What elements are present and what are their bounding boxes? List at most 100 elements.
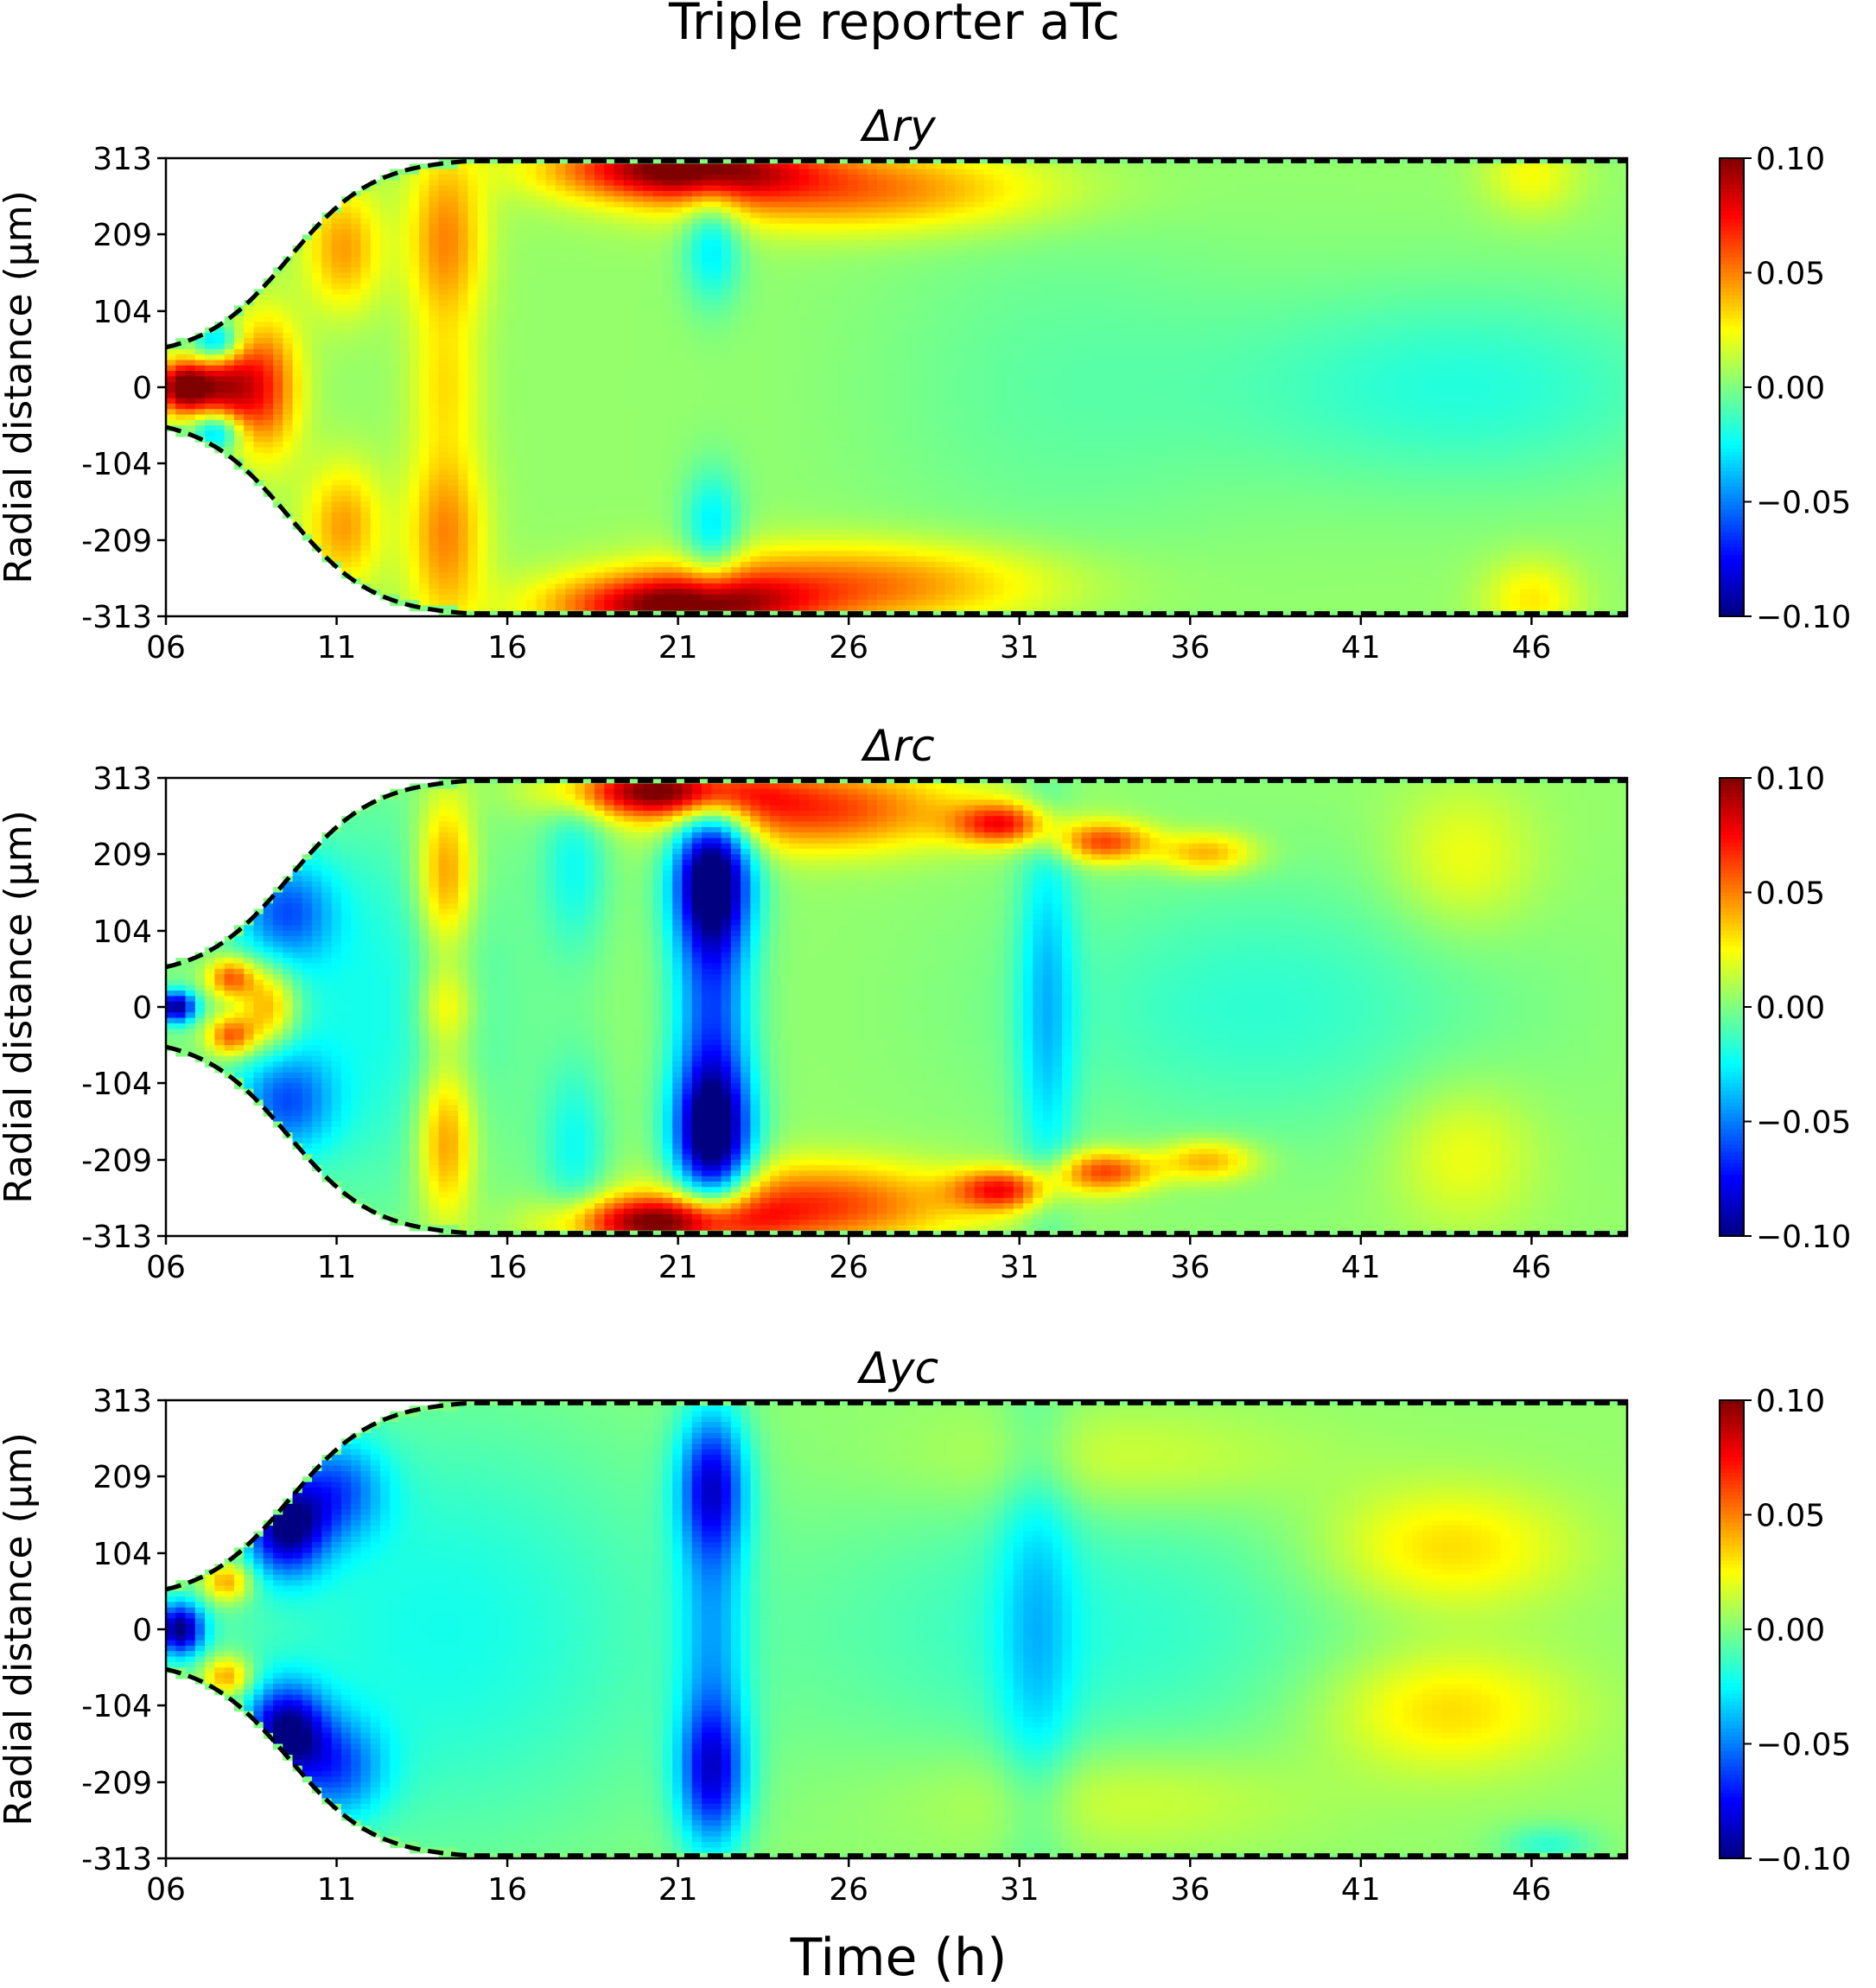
- heatmap-cell: [429, 180, 440, 187]
- heatmap-cell: [584, 414, 595, 421]
- heatmap-cell: [760, 376, 771, 383]
- heatmap-cell: [769, 452, 780, 459]
- heatmap-cell: [614, 556, 625, 563]
- heatmap-cell: [652, 267, 664, 274]
- heatmap-cell: [351, 452, 362, 459]
- heatmap-cell: [390, 474, 401, 481]
- heatmap-cell: [429, 436, 440, 443]
- heatmap-cell: [536, 305, 547, 312]
- heatmap-cell: [672, 348, 684, 355]
- heatmap-cell: [711, 600, 722, 607]
- heatmap-cell: [438, 315, 449, 322]
- heatmap-cell: [458, 572, 469, 579]
- heatmap-cell: [399, 223, 410, 230]
- heatmap-cell: [682, 365, 693, 372]
- heatmap-cell: [789, 190, 800, 197]
- heatmap-cell: [809, 403, 820, 410]
- heatmap-cell: [575, 594, 586, 601]
- heatmap-cell: [390, 589, 401, 596]
- heatmap-cell: [798, 577, 810, 584]
- heatmap-cell: [741, 305, 752, 312]
- heatmap-cell: [390, 267, 401, 274]
- heatmap-cell: [760, 190, 771, 197]
- heatmap-cell: [662, 398, 673, 405]
- heatmap-cell: [429, 332, 440, 339]
- heatmap-cell: [321, 289, 333, 296]
- heatmap-cell: [672, 289, 684, 296]
- heatmap-cell: [516, 376, 527, 383]
- heatmap-cell: [760, 256, 771, 263]
- heatmap-cell: [380, 354, 391, 361]
- heatmap-cell: [292, 490, 303, 497]
- heatmap-cell: [584, 365, 595, 372]
- heatmap-cell: [711, 513, 722, 519]
- heatmap-cell: [711, 468, 722, 475]
- heatmap-cell: [769, 480, 780, 487]
- heatmap-cell: [584, 251, 595, 258]
- heatmap-cell: [643, 354, 654, 361]
- heatmap-cell: [769, 610, 780, 617]
- heatmap-cell: [672, 272, 684, 279]
- heatmap-cell: [779, 261, 791, 268]
- heatmap-cell: [409, 409, 420, 416]
- heatmap-cell: [506, 322, 518, 328]
- heatmap-cell: [185, 376, 196, 383]
- heatmap-cell: [828, 180, 839, 187]
- heatmap-cell: [837, 419, 849, 426]
- heatmap-cell: [721, 239, 732, 246]
- heatmap-cell: [536, 272, 547, 279]
- heatmap-cell: [244, 365, 255, 372]
- heatmap-cell: [750, 594, 761, 601]
- heatmap-cell: [283, 289, 294, 296]
- heatmap-cell: [760, 371, 771, 378]
- heatmap-cell: [545, 589, 556, 596]
- heatmap-cell: [711, 523, 722, 530]
- heatmap-cell: [741, 496, 752, 503]
- heatmap-cell: [302, 315, 313, 322]
- heatmap-cell: [623, 392, 634, 399]
- heatmap-cell: [477, 442, 488, 449]
- heatmap-cell: [555, 277, 566, 284]
- heatmap-cell: [760, 234, 771, 241]
- heatmap-cell: [779, 572, 791, 579]
- heatmap-cell: [545, 223, 556, 230]
- heatmap-cell: [166, 381, 176, 388]
- heatmap-cell: [614, 561, 625, 568]
- heatmap-cell: [351, 534, 362, 541]
- heatmap-cell: [614, 315, 625, 322]
- heatmap-cell: [283, 338, 294, 345]
- heatmap-cell: [769, 332, 780, 339]
- heatmap-cell: [438, 545, 449, 551]
- heatmap-cell: [652, 561, 664, 568]
- heatmap-cell: [623, 600, 634, 607]
- heatmap-cell: [652, 360, 664, 366]
- heatmap-cell: [497, 234, 508, 241]
- heatmap-cell: [467, 289, 479, 296]
- heatmap-cell: [702, 545, 712, 551]
- heatmap-cell: [302, 338, 313, 345]
- heatmap-cell: [312, 501, 323, 508]
- heatmap-cell: [419, 474, 430, 481]
- heatmap-cell: [283, 332, 294, 339]
- heatmap-cell: [662, 300, 673, 307]
- heatmap-cell: [429, 403, 440, 410]
- heatmap-cell: [584, 545, 595, 551]
- heatmap-cell: [253, 360, 264, 366]
- heatmap-cell: [545, 447, 556, 454]
- heatmap-cell: [623, 572, 634, 579]
- heatmap-cell: [312, 381, 323, 388]
- heatmap-cell: [263, 419, 274, 426]
- heatmap-cell: [662, 490, 673, 497]
- heatmap-cell: [741, 594, 752, 601]
- heatmap-cell: [253, 474, 264, 481]
- heatmap-cell: [682, 567, 693, 574]
- heatmap-cell: [506, 180, 518, 187]
- heatmap-cell: [526, 371, 537, 378]
- heatmap-cell: [750, 284, 761, 290]
- heatmap-cell: [263, 354, 274, 361]
- heatmap-cell: [302, 398, 313, 405]
- heatmap-cell: [643, 551, 654, 558]
- heatmap-cell: [545, 583, 556, 590]
- heatmap-cell: [691, 256, 703, 263]
- heatmap-cell: [730, 583, 741, 590]
